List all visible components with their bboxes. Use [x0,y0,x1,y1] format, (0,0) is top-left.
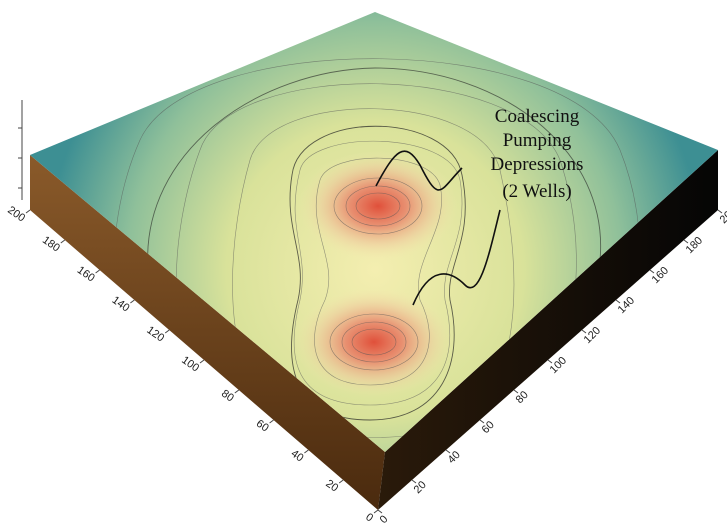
left-tick-label: 60 [254,418,271,435]
tick-mark [374,510,378,513]
left-tick-label: 20 [323,478,340,495]
tick-mark [26,210,30,213]
left-tick-label: 140 [110,294,132,314]
tick-mark [304,450,308,453]
vertical-axis [18,100,22,200]
tick-mark [96,270,100,273]
annotation-line: (2 Wells) [502,181,571,202]
tick-mark [235,390,239,393]
right-tick-label: 200 [718,205,727,226]
tick-mark [165,330,169,333]
left-tick-label: 180 [40,234,62,254]
tick-mark [200,360,204,363]
left-tick-label: 120 [144,324,166,344]
left-tick-label: 160 [75,264,97,284]
left-tick-label: 200 [5,204,27,224]
left-tick-label: 80 [219,388,236,405]
right-tick-label: 0 [378,513,391,525]
annotation-line: Coalescing [495,106,580,127]
tick-mark [270,420,274,423]
right-tick-label: 120 [582,325,603,346]
left-tick-label: 40 [289,448,306,465]
tick-mark [61,240,65,243]
right-tick-label: 100 [548,355,569,376]
left-tick-label: 0 [363,511,375,524]
tick-mark [130,300,134,303]
tick-mark [378,510,382,513]
right-tick-label: 180 [684,235,705,256]
annotation-line: Pumping [503,130,572,151]
tick-mark [339,480,343,483]
right-tick-label: 160 [650,265,671,286]
annotation-line: Depressions [491,154,584,175]
right-tick-label: 140 [616,295,637,316]
figure: Coalescing Pumping Depressions (2 Wells) 0 2… [0,0,727,525]
left-tick-label: 100 [179,354,201,374]
annotation: Coalescing Pumping Depressions (2 Wells) [491,106,584,202]
